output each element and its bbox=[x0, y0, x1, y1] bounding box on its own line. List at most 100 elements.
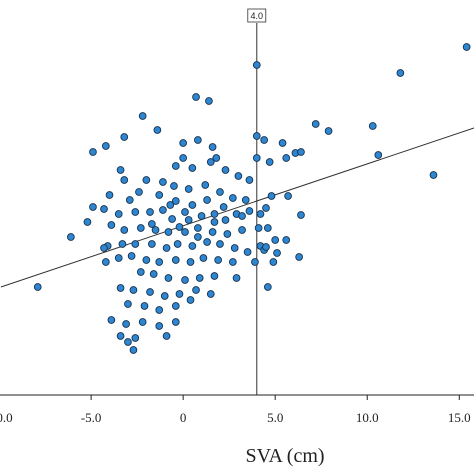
point bbox=[238, 212, 246, 220]
point bbox=[107, 221, 116, 229]
point bbox=[429, 171, 438, 179]
point bbox=[234, 172, 243, 180]
point bbox=[245, 207, 254, 215]
point bbox=[136, 268, 145, 276]
point bbox=[116, 166, 125, 174]
point bbox=[138, 318, 147, 326]
point bbox=[230, 244, 239, 252]
point bbox=[252, 154, 261, 162]
point bbox=[251, 258, 259, 266]
point bbox=[179, 139, 188, 147]
point bbox=[282, 236, 291, 244]
point bbox=[162, 244, 171, 252]
point bbox=[127, 252, 136, 260]
point bbox=[297, 148, 305, 156]
point bbox=[175, 223, 184, 231]
point bbox=[142, 256, 151, 264]
point bbox=[229, 258, 237, 266]
point bbox=[124, 300, 132, 308]
point bbox=[194, 136, 202, 144]
point bbox=[124, 338, 132, 346]
point bbox=[269, 258, 278, 266]
point bbox=[153, 126, 162, 134]
point bbox=[252, 61, 261, 69]
point bbox=[33, 283, 42, 291]
point bbox=[184, 185, 193, 193]
x-tick-label: 5.0 bbox=[267, 410, 283, 425]
point bbox=[136, 224, 145, 232]
point bbox=[282, 154, 291, 162]
point bbox=[245, 176, 254, 184]
point bbox=[192, 93, 200, 101]
point bbox=[151, 226, 160, 234]
point bbox=[252, 132, 261, 140]
point bbox=[120, 133, 129, 141]
point bbox=[194, 224, 202, 232]
point bbox=[159, 178, 167, 186]
point bbox=[116, 284, 125, 292]
point bbox=[181, 208, 189, 216]
point bbox=[243, 248, 252, 256]
point bbox=[171, 197, 180, 205]
point bbox=[216, 188, 224, 196]
point bbox=[208, 228, 217, 236]
point bbox=[160, 292, 169, 300]
point bbox=[188, 242, 197, 250]
fit-line bbox=[0, 127, 474, 288]
point bbox=[131, 240, 140, 248]
point bbox=[114, 210, 123, 218]
point bbox=[148, 220, 156, 228]
point bbox=[221, 166, 230, 174]
point bbox=[142, 176, 151, 184]
point bbox=[83, 218, 92, 226]
point bbox=[131, 208, 140, 216]
point bbox=[238, 226, 246, 234]
point bbox=[295, 253, 303, 261]
reference-label: 4.0 bbox=[251, 11, 264, 21]
point bbox=[208, 143, 217, 151]
point bbox=[374, 151, 383, 159]
point bbox=[181, 228, 189, 236]
point bbox=[273, 249, 281, 257]
point bbox=[214, 256, 222, 264]
reference-label-box bbox=[247, 8, 267, 23]
point bbox=[155, 258, 164, 266]
point bbox=[125, 196, 134, 204]
point bbox=[175, 290, 184, 298]
point bbox=[100, 244, 108, 252]
point bbox=[256, 210, 265, 218]
point bbox=[241, 196, 250, 204]
point bbox=[260, 136, 269, 144]
point bbox=[155, 306, 164, 314]
point bbox=[210, 210, 219, 218]
point bbox=[171, 162, 180, 170]
point bbox=[155, 191, 164, 199]
point bbox=[159, 206, 167, 214]
x-tick-label: 15.0 bbox=[448, 410, 471, 425]
point bbox=[146, 208, 154, 216]
point bbox=[203, 196, 211, 204]
point bbox=[131, 334, 140, 342]
point bbox=[396, 69, 405, 77]
point bbox=[194, 233, 202, 241]
x-axis-title: SVA (cm) bbox=[245, 445, 324, 467]
point bbox=[162, 332, 171, 340]
point bbox=[206, 158, 215, 166]
point bbox=[212, 154, 221, 162]
point bbox=[199, 254, 208, 262]
point bbox=[107, 316, 116, 324]
point bbox=[229, 194, 237, 202]
point bbox=[168, 215, 176, 223]
point bbox=[223, 230, 232, 238]
point bbox=[197, 212, 206, 220]
point bbox=[284, 192, 292, 200]
point bbox=[179, 154, 188, 162]
point bbox=[118, 240, 127, 248]
point bbox=[311, 120, 320, 128]
point bbox=[129, 286, 138, 294]
point bbox=[271, 236, 280, 244]
point bbox=[188, 201, 197, 209]
point bbox=[216, 240, 224, 248]
point bbox=[138, 112, 147, 120]
point bbox=[188, 164, 197, 172]
